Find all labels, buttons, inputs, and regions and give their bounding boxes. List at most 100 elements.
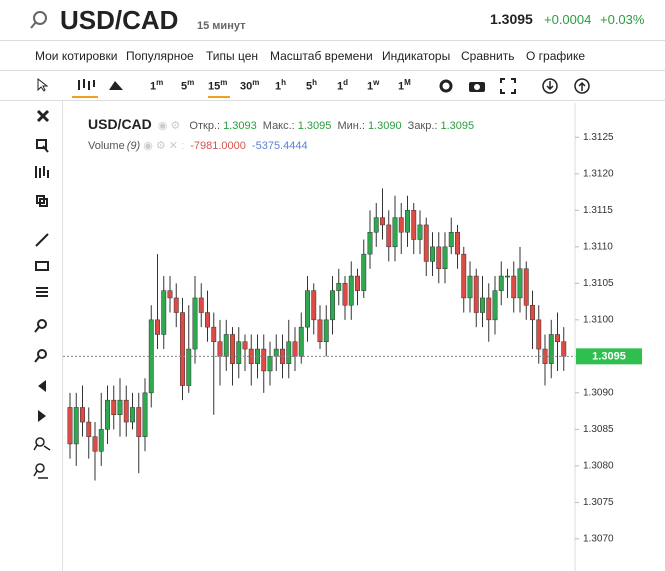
y-tick-label: 1.3115: [583, 205, 613, 216]
timeframe-unit: d: [343, 78, 349, 87]
timeframe-unit: h: [281, 78, 287, 87]
cursor-icon[interactable]: [36, 78, 48, 92]
candle-body: [173, 297, 179, 313]
candle-body: [330, 290, 335, 321]
candle-body: [486, 297, 492, 321]
candle-body: [242, 341, 248, 350]
timeframe-unit: w: [373, 78, 380, 87]
y-tick-label: 1.3100: [583, 314, 614, 325]
candle-body: [548, 334, 554, 364]
active-underline: [72, 96, 98, 98]
upload-icon[interactable]: [573, 77, 591, 95]
candle-body: [467, 275, 473, 299]
candle-body: [155, 319, 160, 335]
fullscreen-icon[interactable]: [500, 78, 516, 94]
volume-period: (9): [126, 140, 141, 152]
timeframe[interactable]: 1m: [150, 78, 163, 93]
candle-body: [117, 399, 123, 416]
candle-body: [367, 231, 373, 255]
legend-icons[interactable]: ◉ ⚙ ✕ :: [143, 140, 185, 152]
menu-item[interactable]: Индикаторы: [382, 49, 451, 63]
camera-icon[interactable]: [468, 79, 486, 93]
candle-body: [192, 297, 198, 350]
menu-item[interactable]: О графике: [526, 49, 586, 63]
timeframe-unit: m: [156, 78, 164, 87]
candle-body: [455, 231, 460, 255]
candle-body: [217, 341, 223, 357]
y-tick-label: 1.3105: [583, 278, 614, 289]
candle-body: [105, 399, 110, 430]
candle-body: [136, 407, 142, 437]
timeframe-num: 1: [398, 80, 405, 93]
timeframe-num: 15: [208, 80, 221, 93]
y-tick-label: 1.3125: [583, 132, 614, 143]
candle-body: [292, 341, 298, 357]
legend-value: 1.3090: [367, 120, 402, 132]
y-tick-label: 1.3080: [583, 461, 614, 472]
legend-value: 1.3095: [297, 120, 332, 132]
candle-body: [417, 224, 423, 240]
y-tick-label: 1.3085: [583, 424, 614, 435]
timeframe[interactable]: 15m: [208, 78, 227, 93]
menu-item[interactable]: Масштаб времени: [270, 49, 373, 63]
legend-icons[interactable]: ◉ ⚙: [157, 120, 181, 132]
candles-icon[interactable]: [76, 78, 96, 92]
menu-item[interactable]: Типы цен: [206, 49, 259, 63]
y-tick-label: 1.3110: [583, 241, 613, 252]
settings-icon[interactable]: [438, 78, 454, 94]
timeframe-num: 5: [181, 80, 188, 93]
legend-volume: Volume (9) ◉ ⚙ ✕ : -7981.0000 -5375.4444: [88, 139, 311, 152]
candle-body: [380, 217, 385, 226]
timeframe-unit: M: [404, 78, 411, 87]
timeframe-unit: m: [252, 78, 260, 87]
legend-label: Макс.:: [262, 120, 295, 132]
timeframe[interactable]: 5m: [181, 78, 194, 93]
candle-body: [323, 319, 329, 342]
menu-item[interactable]: Популярное: [126, 49, 194, 63]
timeframe-num: 1: [337, 80, 344, 93]
candle-body: [80, 407, 85, 423]
candle-body: [355, 275, 360, 291]
candle-body: [361, 253, 367, 291]
toolbar: 1m 5m 15m 30m 1h 5h 1d 1w 1M: [0, 76, 665, 98]
timeframe-num: 5: [306, 80, 313, 93]
candle-body: [411, 210, 417, 240]
timeframe-unit: m: [187, 78, 195, 87]
candle-body: [142, 392, 148, 437]
candle-body: [198, 297, 204, 313]
y-tick-label: 1.3070: [583, 534, 614, 545]
timeframe-num: 1: [150, 80, 157, 93]
candle-body: [236, 341, 242, 364]
legend-label: Закр.:: [407, 120, 438, 132]
timeframe[interactable]: 30m: [240, 78, 259, 93]
menu-item[interactable]: Мои котировки: [35, 49, 118, 63]
legend-symbol: USD/CAD: [88, 116, 152, 132]
candle-body: [561, 341, 567, 357]
candle-body: [286, 341, 292, 364]
symbol: USD/CAD: [60, 5, 179, 35]
timeframe-unit: m: [220, 78, 228, 87]
timeframe[interactable]: 1d: [337, 78, 348, 93]
candle-body: [386, 224, 392, 248]
timeframe[interactable]: 1h: [275, 78, 286, 93]
plot-border: [62, 101, 63, 571]
divider: [0, 70, 665, 71]
legend-label: Мин.:: [337, 120, 365, 132]
divider: [0, 40, 665, 41]
timeframe[interactable]: 5h: [306, 78, 317, 93]
download-icon[interactable]: [541, 77, 559, 95]
timeframe[interactable]: 1M: [398, 78, 411, 93]
menu-item[interactable]: Сравнить: [461, 49, 515, 63]
candle-body: [436, 246, 442, 269]
candle-body: [130, 407, 135, 423]
timeframe[interactable]: 1w: [367, 78, 379, 93]
area-icon[interactable]: [108, 79, 124, 91]
price: 1.3095: [490, 11, 533, 27]
search-icon[interactable]: [30, 10, 48, 30]
timeframe-num: 30: [240, 80, 253, 93]
candle-body: [261, 348, 267, 372]
candle-body: [555, 334, 560, 342]
candle-body: [442, 246, 448, 269]
volume-name: Volume: [88, 140, 125, 152]
